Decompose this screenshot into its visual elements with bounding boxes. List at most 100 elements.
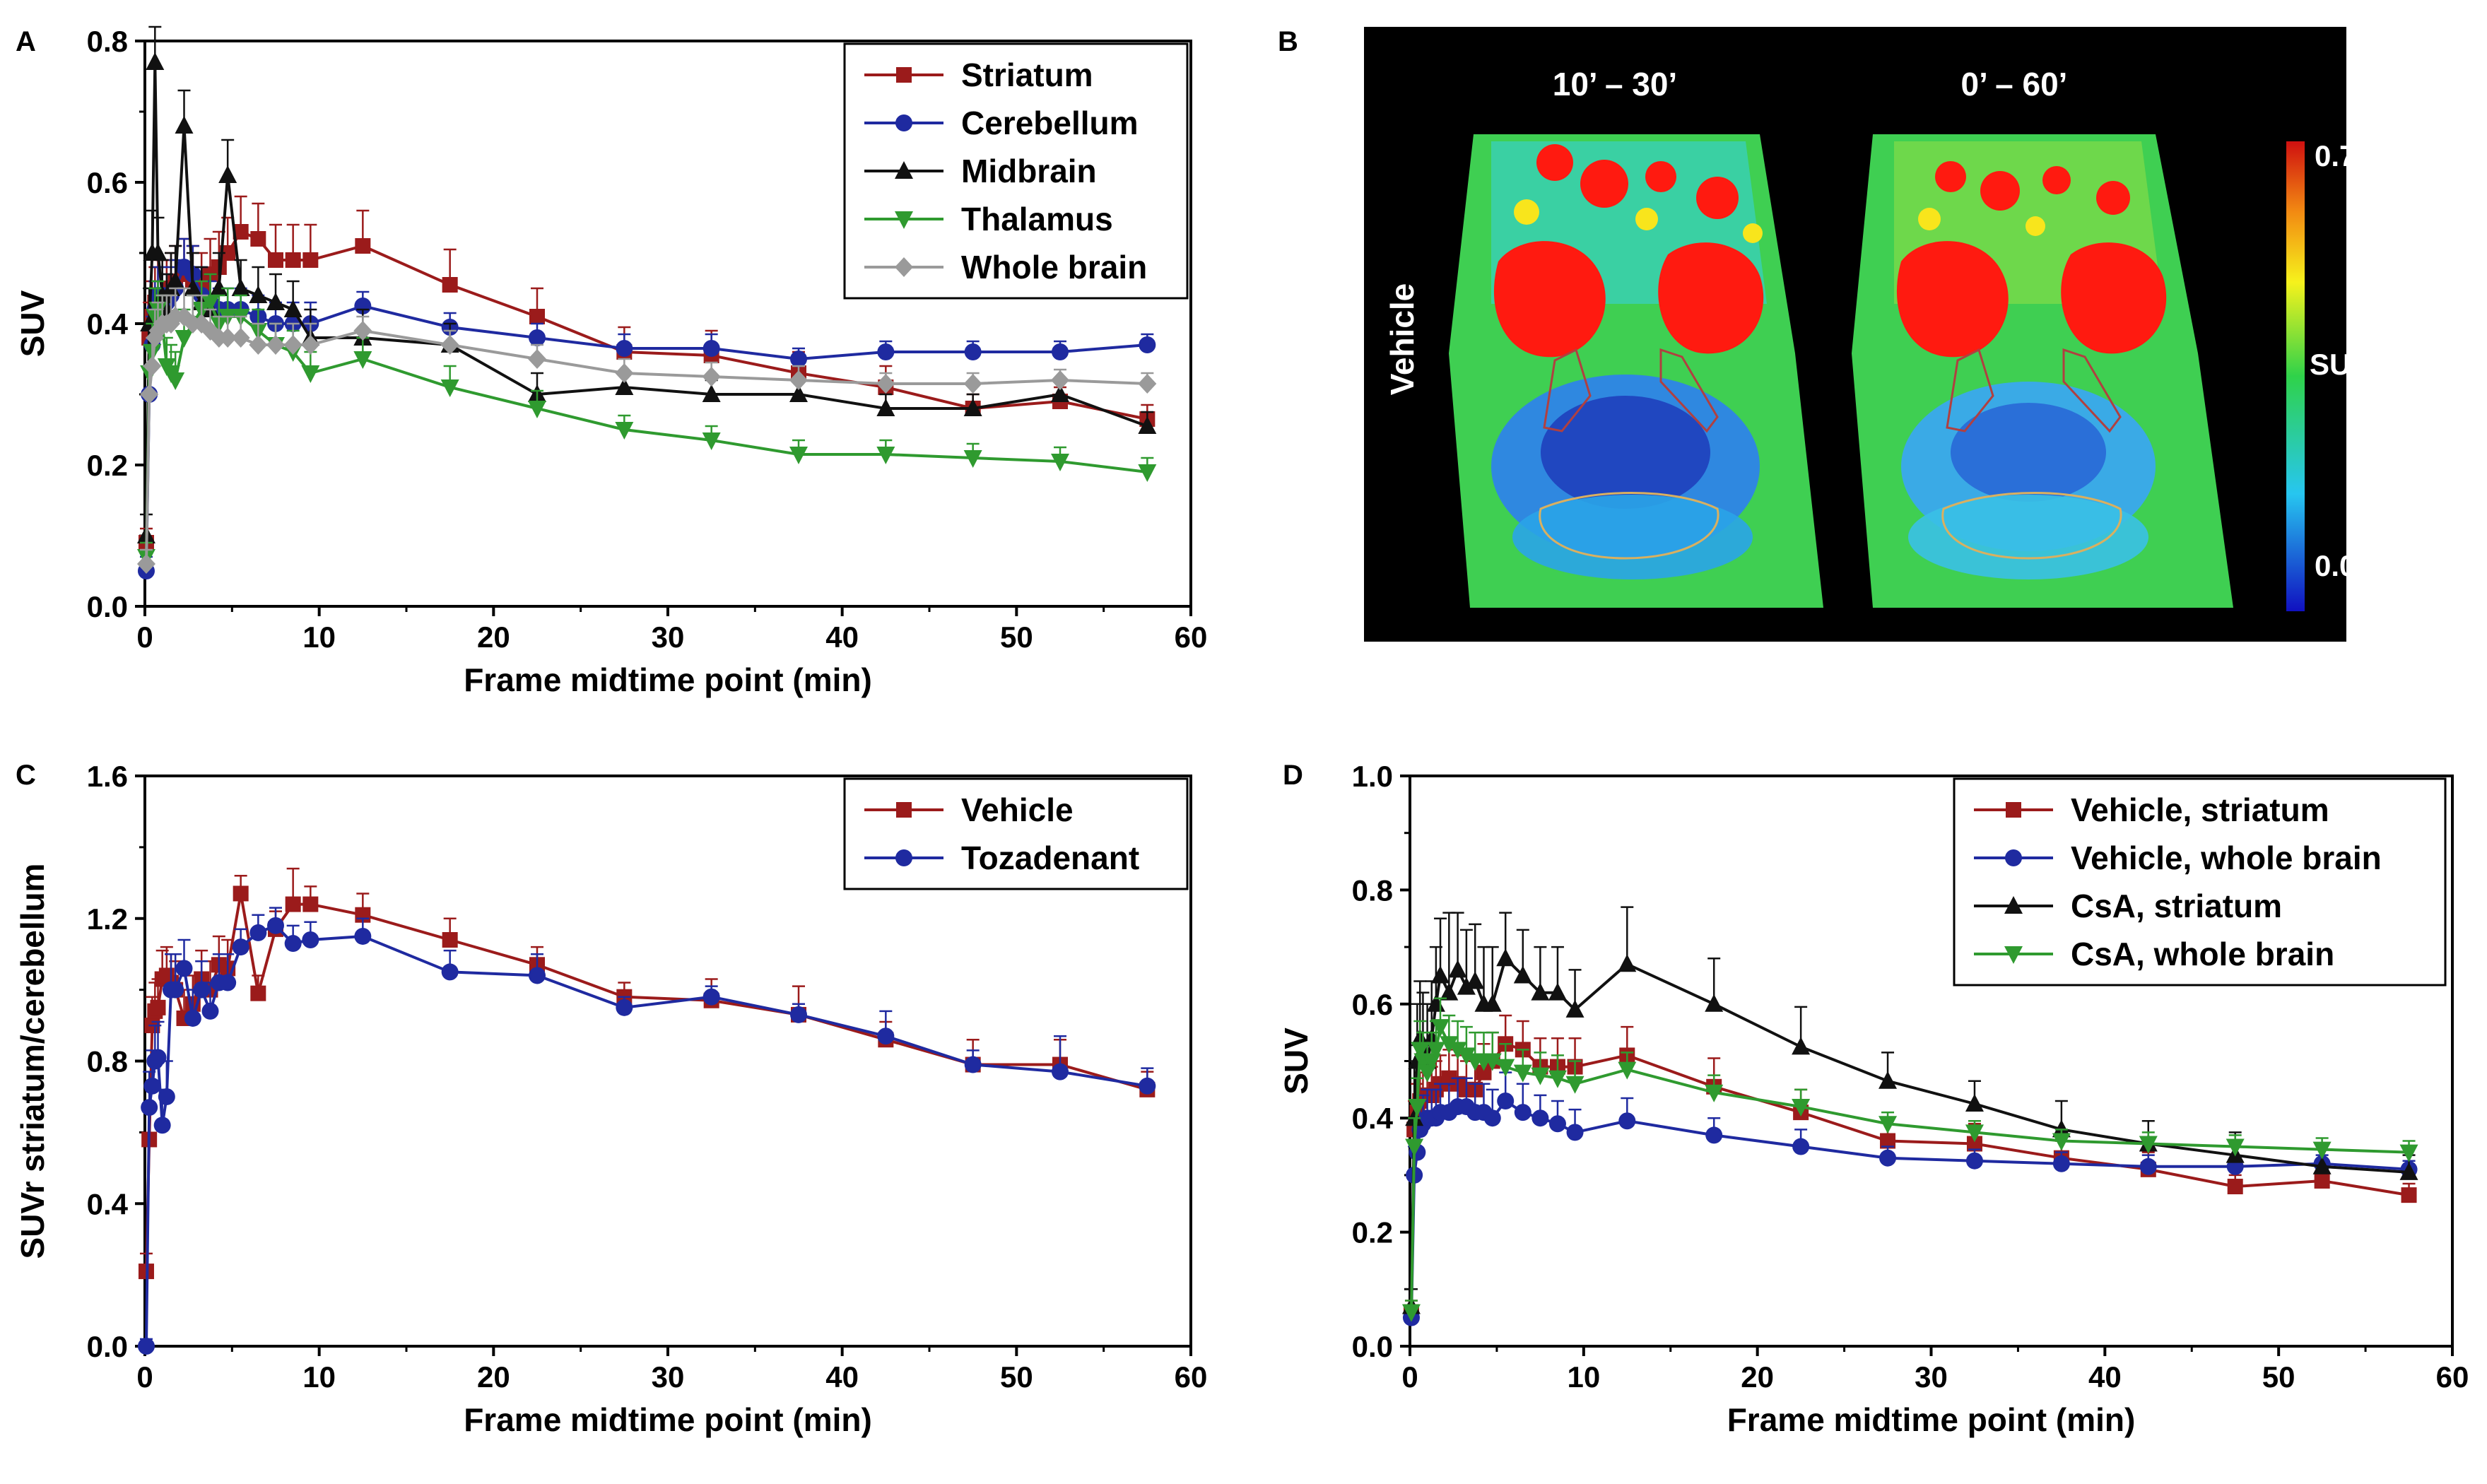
data-point: [789, 447, 808, 464]
data-point: [442, 932, 458, 948]
data-point: [301, 335, 320, 355]
x-tick-label: 30: [1915, 1360, 1948, 1394]
data-point: [302, 931, 319, 949]
data-point: [143, 1077, 161, 1095]
legend-item: Vehicle, striatum: [1974, 791, 2329, 828]
x-axis-title: Frame midtime point (min): [464, 1401, 872, 1438]
data-point: [963, 450, 982, 468]
data-point: [1618, 1112, 1636, 1130]
data-point: [249, 924, 267, 941]
data-point: [2399, 1162, 2418, 1180]
panel-letter-d: D: [1283, 760, 1303, 791]
data-point: [184, 1009, 201, 1027]
data-point: [1496, 1059, 1515, 1077]
data-point: [963, 374, 982, 394]
data-point: [1792, 1138, 1810, 1155]
data-point: [529, 967, 546, 984]
y-tick-label: 0.0: [1352, 1330, 1393, 1363]
data-point: [146, 52, 165, 70]
data-point: [166, 271, 185, 289]
series-line: [145, 924, 1148, 1347]
data-point: [1879, 1116, 1898, 1134]
data-point: [702, 367, 721, 387]
data-point: [1405, 1138, 1424, 1157]
data-point: [285, 252, 301, 268]
legend: Striatum Cerebellum Midbrain Thalamus Whole …: [843, 42, 1189, 300]
data-point: [218, 165, 237, 183]
data-point: [175, 960, 193, 977]
data-point: [1531, 1109, 1549, 1127]
data-point: [2227, 1179, 2243, 1195]
x-tick-label: 0: [136, 620, 153, 654]
legend-label: Tozadenant: [961, 840, 1139, 876]
data-point: [1051, 454, 1069, 471]
data-point: [1496, 948, 1515, 967]
legend-marker: [2006, 802, 2021, 818]
panel-letter-a: A: [16, 26, 36, 57]
legend-marker: [895, 211, 913, 229]
data-point: [301, 365, 320, 383]
data-point: [1405, 1108, 1424, 1126]
series-midbrain: [136, 25, 1157, 543]
data-point: [1965, 1152, 1983, 1170]
legend-item: Cerebellum: [864, 105, 1139, 141]
data-point: [2314, 1172, 2330, 1189]
data-point: [615, 363, 634, 383]
data-point: [1138, 416, 1157, 434]
series-csa-whole-brain: [1401, 997, 2418, 1322]
data-point: [2052, 1155, 2070, 1172]
data-point: [266, 293, 285, 310]
data-point: [1466, 971, 1485, 989]
data-point: [1139, 336, 1156, 353]
data-point: [1879, 1071, 1898, 1089]
data-point: [702, 384, 721, 402]
legend-marker: [2004, 946, 2023, 964]
x-axis-title: Frame midtime point (min): [464, 661, 872, 698]
data-point: [1448, 960, 1467, 978]
data-point: [1705, 1084, 1724, 1102]
suv-colorbar: [2286, 141, 2305, 611]
data-point: [1880, 1133, 1896, 1149]
x-tick-label: 50: [1000, 620, 1033, 654]
data-point: [1052, 1063, 1069, 1080]
data-point: [143, 356, 162, 376]
data-point: [1531, 982, 1550, 1001]
data-point: [285, 896, 301, 912]
data-point: [166, 372, 185, 390]
data-point: [140, 384, 159, 404]
legend-label: Thalamus: [961, 201, 1113, 237]
legend-marker: [895, 161, 913, 179]
data-point: [1426, 1042, 1445, 1060]
data-point: [1440, 1036, 1459, 1054]
data-point: [1051, 384, 1069, 402]
data-point: [1483, 994, 1502, 1012]
data-point: [183, 278, 202, 296]
data-point: [354, 927, 372, 945]
data-point: [789, 370, 808, 390]
x-tick-label: 20: [477, 1360, 510, 1394]
data-point: [1483, 1053, 1502, 1071]
data-point: [1401, 1304, 1421, 1322]
data-point: [616, 999, 633, 1016]
data-point: [529, 329, 546, 346]
data-point: [233, 885, 249, 902]
series-vehicle: [138, 867, 1156, 1280]
legend-marker: [895, 849, 912, 866]
y-axis-title: SUVr striatum/cerebellum: [14, 864, 51, 1259]
chart-panel-a: 0 10 20 30 40 50 60 0.0 0.2 0.4 0.6 0.8 Frame midtim…: [14, 25, 1207, 698]
data-point: [219, 974, 237, 991]
data-point: [1705, 994, 1724, 1012]
data-point: [2139, 1158, 2157, 1175]
row-label-vehicle: Vehicle: [1384, 283, 1421, 396]
chart-panel-c: 0 10 20 30 40 50 60 0.0 0.4 0.8 1.2 1.6 Frame midtim…: [14, 760, 1207, 1438]
data-point: [231, 328, 250, 348]
y-tick-label: 0.4: [87, 307, 129, 341]
legend-label: Vehicle: [961, 791, 1074, 828]
data-point: [1408, 1099, 1427, 1117]
data-point: [201, 295, 220, 312]
series-tozadenant: [137, 907, 1156, 1355]
data-point: [789, 384, 808, 402]
y-tick-label: 0.2: [1352, 1216, 1393, 1249]
data-point: [702, 432, 721, 450]
data-point: [1548, 1115, 1566, 1133]
